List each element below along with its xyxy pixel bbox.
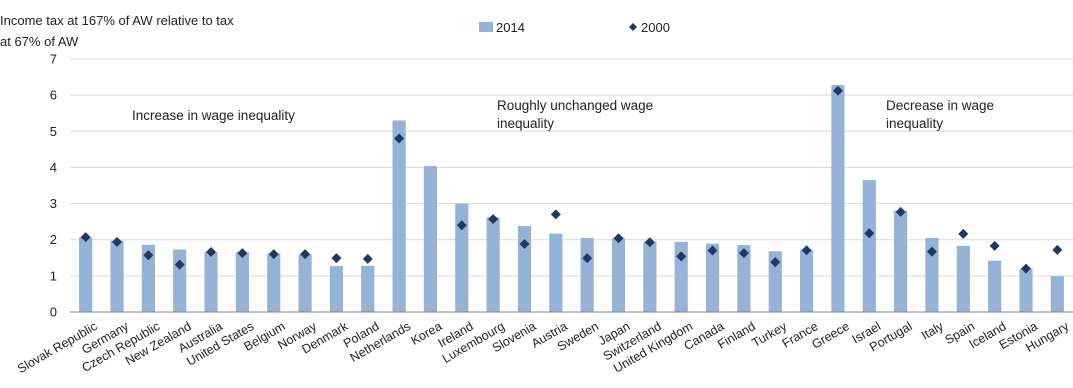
bar-2014 [267, 253, 281, 312]
bar-2014 [799, 249, 814, 312]
marker-2000 [582, 253, 593, 264]
bar-2014 [361, 265, 375, 312]
y-tick-label: 3 [50, 196, 57, 211]
marker-2000 [738, 248, 749, 259]
annotation-decrease: Decrease in wage inequality [886, 98, 994, 131]
y-tick-label: 2 [50, 232, 57, 247]
annotation-unchanged: Roughly unchanged wage inequality [497, 98, 653, 131]
y-tick-label: 0 [50, 305, 57, 320]
annotation-increase: Increase in wage inequality [132, 108, 295, 123]
annotation-decrease-line-1: Decrease in wage [886, 98, 994, 113]
marker-2000 [707, 245, 718, 256]
marker-2000 [112, 236, 123, 247]
bar-2014 [956, 245, 970, 312]
bar-2014 [737, 245, 751, 312]
marker-2000 [174, 259, 185, 270]
x-tick-label: Italy [919, 319, 947, 343]
y-axis-ticks: 0 1 2 3 4 5 6 7 [50, 52, 57, 320]
marker-2000 [268, 249, 279, 260]
marker-2000 [864, 228, 875, 239]
bar-2014 [768, 251, 782, 312]
legend-label-2000: 2000 [641, 20, 670, 35]
y-tick-label: 1 [50, 268, 57, 283]
bar-2014 [862, 180, 876, 312]
marker-2000 [958, 228, 969, 239]
marker-2000 [644, 237, 655, 248]
y-tick-label: 6 [50, 88, 57, 103]
marker-2000 [143, 250, 154, 261]
bar-2014 [831, 85, 845, 312]
marker-2000 [1020, 263, 1031, 274]
y-tick-label: 5 [50, 124, 57, 139]
annotation-unchanged-line-2: inequality [497, 116, 554, 131]
bar-2014 [611, 237, 626, 312]
bar-2014 [235, 252, 249, 312]
legend-swatch-2014 [479, 22, 493, 32]
bar-2014 [988, 260, 1002, 312]
y-tick-label: 4 [50, 160, 57, 175]
marker-2000 [300, 249, 311, 260]
marker-2000 [394, 133, 405, 144]
marker-2000 [989, 240, 1000, 251]
bar-2014 [580, 237, 594, 312]
bar-2014 [486, 217, 500, 312]
marker-2000 [832, 85, 843, 96]
marker-2000 [613, 233, 624, 244]
bar-2014 [298, 254, 312, 312]
gridlines [70, 58, 1073, 277]
marker-2000 [206, 247, 217, 258]
y-axis-label-line-1: Income tax at 167% of AW relative to tax [0, 13, 234, 28]
annotation-decrease-line-2: inequality [886, 116, 943, 131]
bar-2014 [1019, 268, 1033, 312]
marker-2000 [362, 253, 373, 264]
bar-2014 [392, 120, 406, 312]
bar-2014 [423, 165, 438, 312]
marker-2000 [926, 246, 937, 257]
marker-2000 [331, 253, 342, 264]
marker-2000 [676, 251, 687, 262]
markers-2000 [80, 85, 1063, 274]
bar-2014 [705, 243, 720, 312]
bar-2014 [329, 266, 344, 312]
marker-2000 [770, 257, 781, 268]
marker-2000 [237, 248, 248, 259]
bar-2014 [141, 244, 155, 312]
legend: 2014 2000 [479, 20, 670, 35]
bar-2014 [674, 241, 688, 312]
legend-marker-2000 [629, 23, 637, 31]
bar-2014 [925, 237, 939, 312]
y-axis-label-line-2: at 67% of AW [0, 34, 79, 49]
marker-2000 [456, 220, 467, 231]
marker-2000 [801, 245, 812, 256]
bar-2014 [894, 210, 908, 312]
marker-2000 [550, 209, 561, 220]
marker-2000 [1052, 244, 1063, 255]
marker-2000 [895, 206, 906, 217]
marker-2000 [519, 239, 530, 250]
bar-2014 [173, 249, 187, 312]
bar-2014 [79, 237, 93, 312]
bar-2014 [549, 233, 563, 312]
bar-2014 [455, 203, 469, 312]
y-tick-label: 7 [50, 52, 57, 67]
legend-label-2014: 2014 [496, 20, 525, 35]
annotation-unchanged-line-1: Roughly unchanged wage [497, 98, 653, 113]
bar-2014 [204, 252, 218, 312]
marker-2000 [80, 232, 91, 243]
bar-2014 [643, 241, 657, 312]
bar-2014 [110, 240, 124, 312]
marker-2000 [488, 214, 499, 225]
bar-2014 [1050, 276, 1064, 312]
bar-2014 [517, 225, 532, 312]
